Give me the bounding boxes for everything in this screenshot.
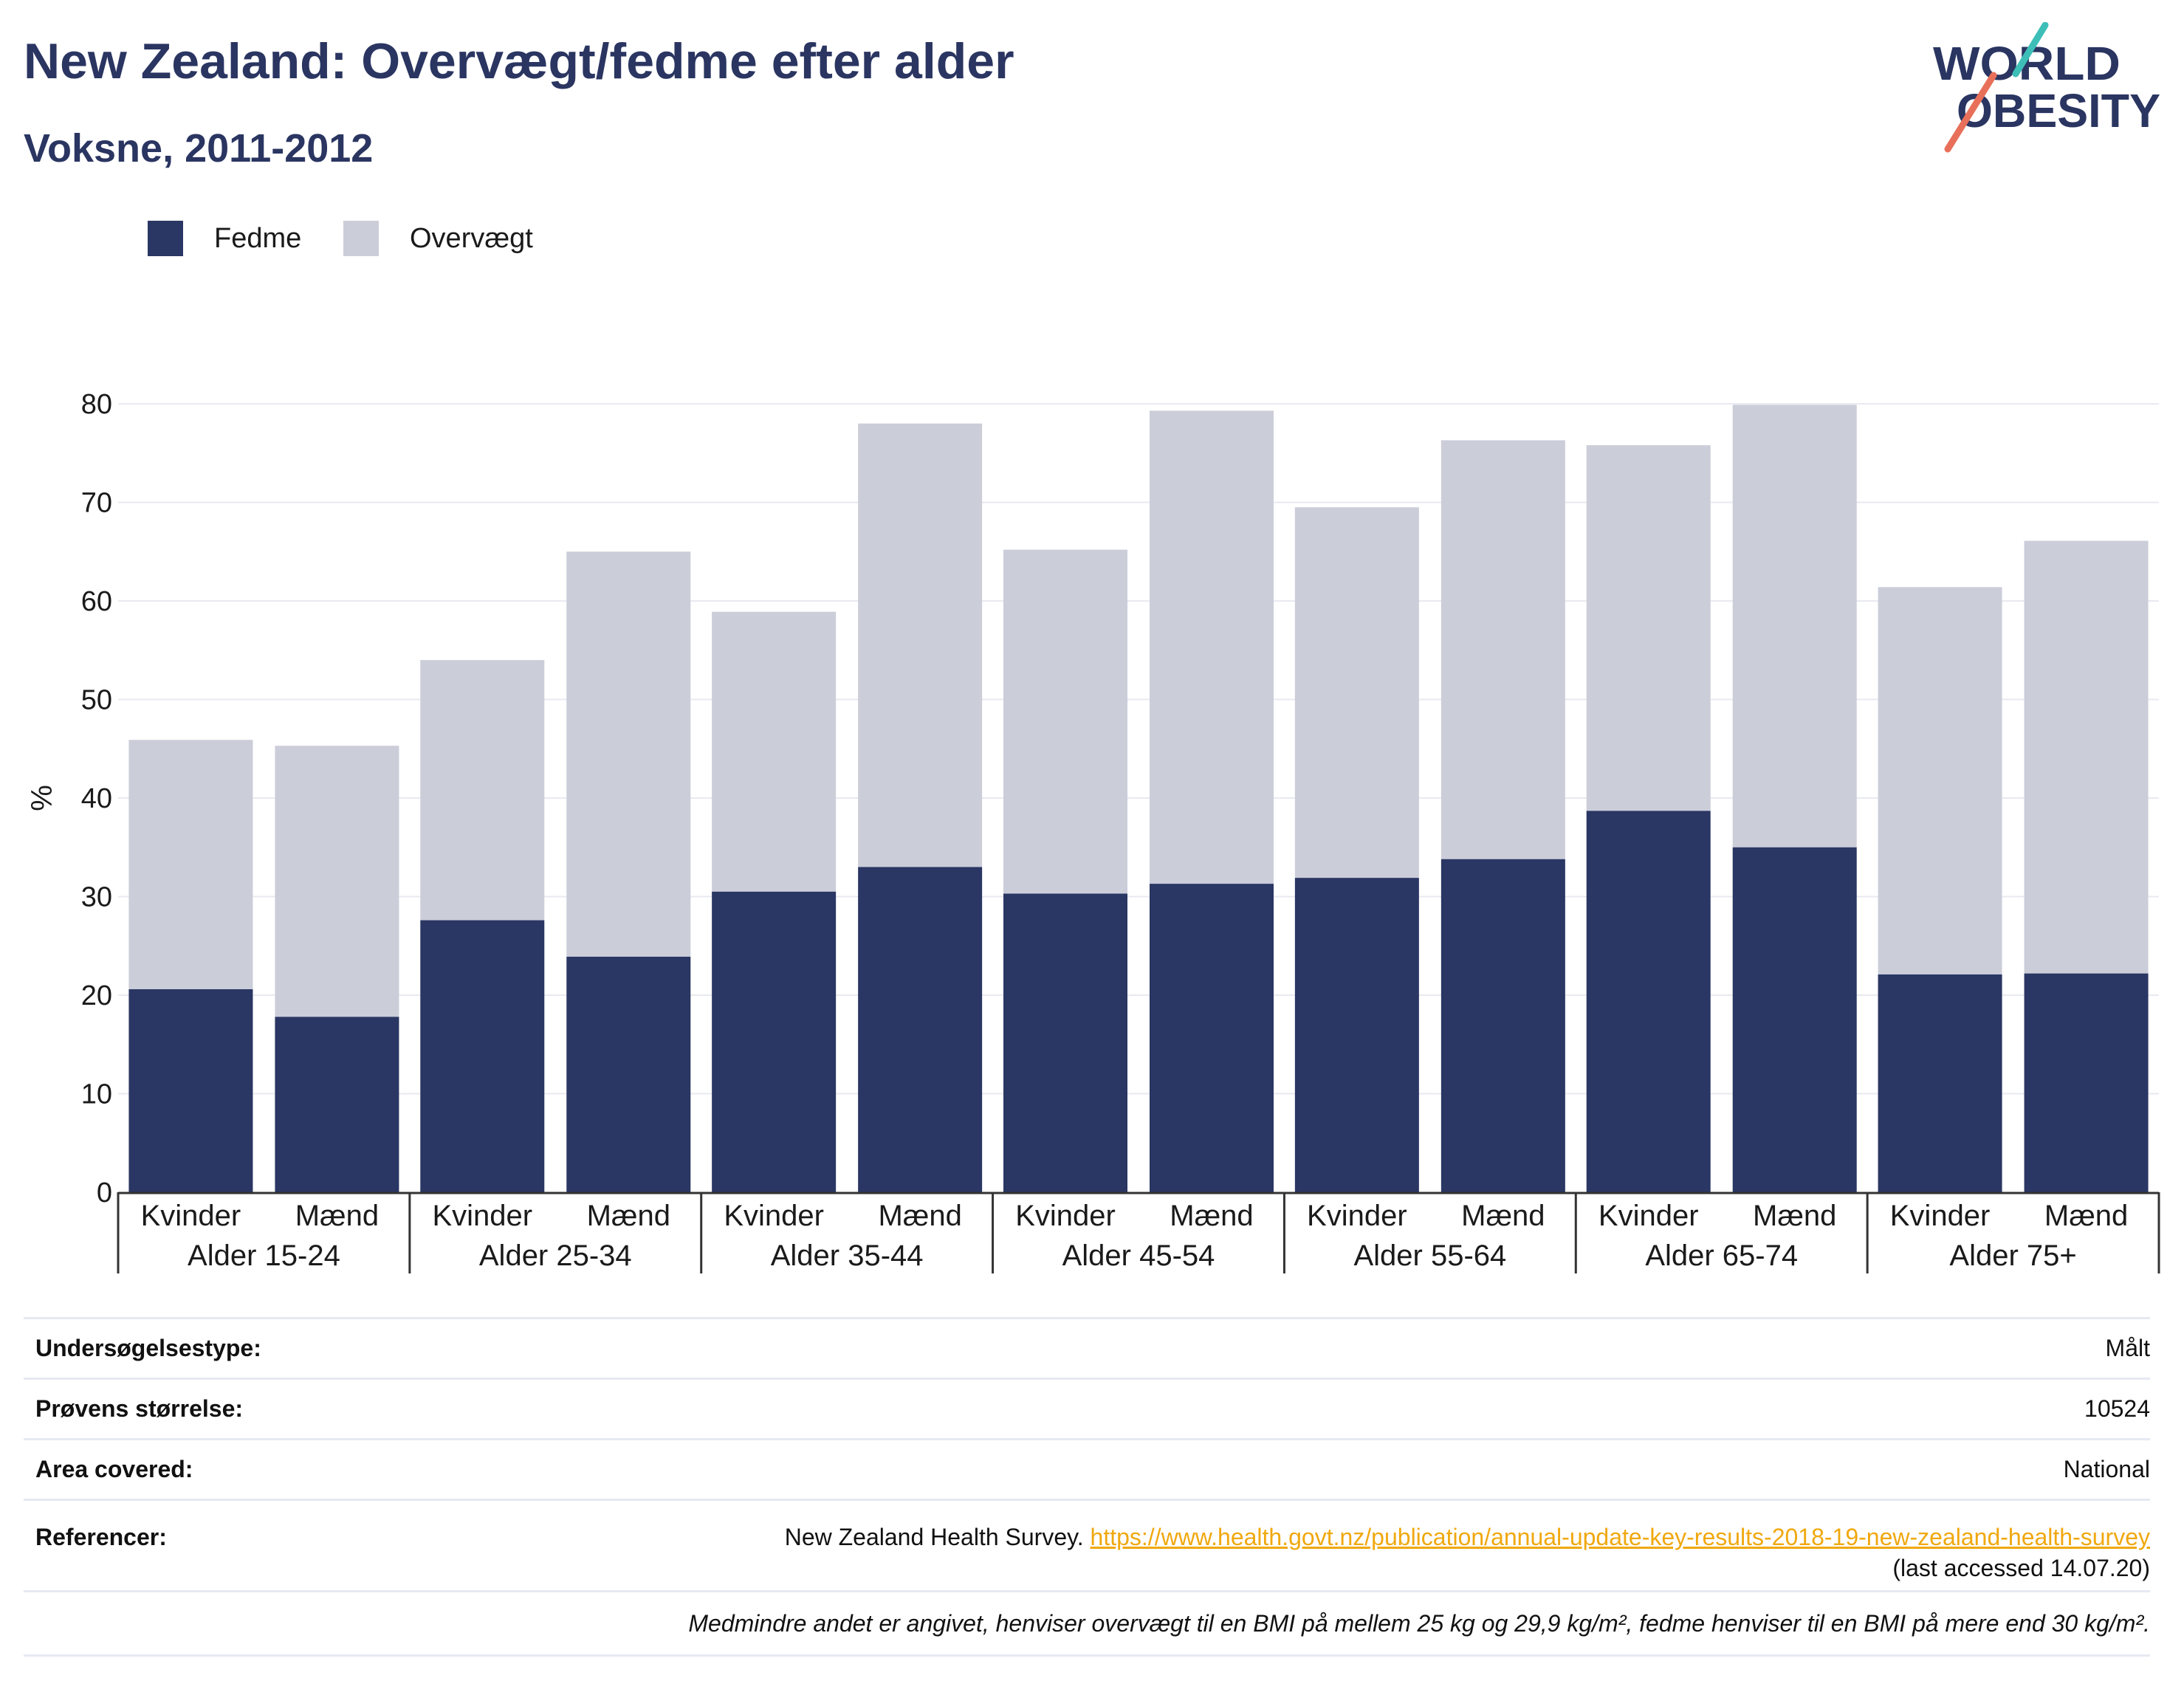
bar-fedme bbox=[420, 920, 545, 1192]
x-group-label: Alder 25-34 bbox=[479, 1240, 632, 1272]
sample-size-label: Prøvens størrelse: bbox=[35, 1395, 244, 1422]
x-tick-label: Kvinder bbox=[1890, 1200, 1991, 1232]
x-tick-label: Kvinder bbox=[1307, 1200, 1407, 1232]
logo-slash-teal bbox=[2012, 22, 2049, 78]
bar-fedme bbox=[2024, 973, 2149, 1192]
bar-fedme bbox=[275, 1017, 399, 1192]
x-group-label: Alder 55-64 bbox=[1353, 1240, 1506, 1272]
x-tick-label: Kvinder bbox=[1598, 1200, 1699, 1232]
area-label: Area covered: bbox=[35, 1456, 193, 1482]
sample-size-value: 10524 bbox=[2084, 1395, 2150, 1422]
info-row-references: Referencer: New Zealand Health Survey. h… bbox=[24, 1499, 2150, 1590]
x-tick-label: Kvinder bbox=[724, 1200, 824, 1232]
references-accessed: (last accessed 14.07.20) bbox=[1892, 1555, 2150, 1581]
bar-chart: 0 10 20 30 40 50 60 70 80% Kvinder Mænd Alder 15-24… bbox=[26, 389, 2160, 1273]
survey-type-value: Målt bbox=[2105, 1335, 2150, 1361]
legend-swatch-overvaegt bbox=[343, 221, 379, 256]
x-group-label: Alder 15-24 bbox=[188, 1240, 340, 1272]
x-group-label: Alder 35-44 bbox=[771, 1240, 924, 1272]
info-table: Undersøgelsestype: Målt Prøvens størrels… bbox=[24, 1317, 2150, 1657]
bar-fedme bbox=[712, 891, 837, 1192]
bar-overvaegt bbox=[858, 423, 983, 867]
y-tick-label: 0 bbox=[97, 1177, 112, 1208]
bar-fedme bbox=[1586, 811, 1711, 1192]
x-tick-label: Kvinder bbox=[141, 1200, 241, 1232]
bar-overvaegt bbox=[420, 660, 545, 921]
world-obesity-logo: WORLD OBESITY bbox=[1933, 22, 2160, 153]
bar-overvaegt bbox=[1003, 549, 1127, 894]
bar-overvaegt bbox=[1878, 587, 2002, 974]
references-label: Referencer: bbox=[35, 1524, 167, 1550]
y-tick-label: 40 bbox=[81, 783, 112, 814]
x-tick-label: Mænd bbox=[1753, 1200, 1836, 1232]
x-group-label: Alder 45-54 bbox=[1062, 1240, 1215, 1272]
legend-item-fedme[interactable]: Fedme bbox=[148, 219, 301, 258]
y-tick-label: 50 bbox=[81, 685, 112, 716]
chart-subtitle: Voksne, 2011-2012 bbox=[24, 126, 374, 171]
legend-swatch-fedme bbox=[148, 221, 183, 256]
bar-overvaegt bbox=[1294, 507, 1419, 879]
bar-fedme bbox=[128, 989, 253, 1192]
x-tick-label: Mænd bbox=[587, 1200, 670, 1232]
x-tick-label: Kvinder bbox=[432, 1200, 532, 1232]
area-value: National bbox=[2063, 1456, 2150, 1482]
bar-fedme bbox=[1440, 859, 1565, 1192]
x-tick-label: Mænd bbox=[1461, 1200, 1545, 1232]
bar-overvaegt bbox=[712, 611, 837, 892]
legend-item-overvaegt[interactable]: Overvægt bbox=[343, 219, 533, 258]
legend-label-fedme: Fedme bbox=[214, 222, 302, 254]
y-axis-title: % bbox=[26, 785, 58, 811]
info-row-sample-size: Prøvens størrelse: 10524 bbox=[24, 1378, 2150, 1438]
x-tick-label: Mænd bbox=[878, 1200, 961, 1232]
info-row-area: Area covered: National bbox=[24, 1438, 2150, 1499]
chart-title: New Zealand: Overvægt/fedme efter alder bbox=[24, 33, 1014, 89]
bar-overvaegt bbox=[1440, 440, 1565, 859]
y-tick-label: 10 bbox=[81, 1079, 112, 1110]
y-tick-label: 80 bbox=[81, 389, 112, 420]
bar-fedme bbox=[1294, 878, 1419, 1192]
legend-label-overvaegt: Overvægt bbox=[410, 222, 533, 254]
x-tick-label: Kvinder bbox=[1015, 1200, 1116, 1232]
y-tick-label: 70 bbox=[81, 488, 112, 519]
bar-fedme bbox=[566, 956, 691, 1192]
x-tick-label: Mænd bbox=[2044, 1200, 2128, 1232]
bar-fedme bbox=[858, 867, 983, 1192]
definition-note: Medmindre andet er angivet, henviser ove… bbox=[688, 1609, 2150, 1637]
references-text: New Zealand Health Survey. bbox=[784, 1524, 1091, 1550]
bar-fedme bbox=[1150, 884, 1274, 1192]
logo-slash-coral bbox=[1944, 72, 1997, 153]
bar-fedme bbox=[1003, 893, 1127, 1192]
bar-overvaegt bbox=[566, 551, 691, 957]
logo-line1: WORLD bbox=[1933, 37, 2121, 90]
survey-type-label: Undersøgelsestype: bbox=[35, 1335, 261, 1361]
x-group-label: Alder 75+ bbox=[1949, 1240, 2076, 1272]
x-tick-label: Mænd bbox=[1170, 1200, 1253, 1232]
y-tick-label: 30 bbox=[81, 882, 112, 913]
bar-overvaegt bbox=[2024, 540, 2149, 974]
bar-overvaegt bbox=[1732, 405, 1857, 848]
bar-overvaegt bbox=[1150, 410, 1274, 884]
x-group-label: Alder 65-74 bbox=[1645, 1240, 1798, 1272]
y-tick-label: 20 bbox=[81, 980, 112, 1011]
info-row-note: Medmindre andet er angivet, henviser ove… bbox=[24, 1590, 2150, 1657]
bar-overvaegt bbox=[1586, 445, 1711, 811]
info-row-survey-type: Undersøgelsestype: Målt bbox=[24, 1317, 2150, 1378]
bar-fedme bbox=[1732, 847, 1857, 1192]
bar-overvaegt bbox=[275, 746, 399, 1017]
bar-overvaegt bbox=[128, 740, 253, 989]
references-value: New Zealand Health Survey. https://www.h… bbox=[785, 1522, 2150, 1584]
y-tick-label: 60 bbox=[81, 586, 112, 617]
bar-fedme bbox=[1878, 974, 2002, 1192]
logo-line2: OBESITY bbox=[1957, 84, 2160, 137]
references-link[interactable]: https://www.health.govt.nz/publication/a… bbox=[1090, 1524, 2150, 1550]
x-tick-label: Mænd bbox=[295, 1200, 379, 1232]
